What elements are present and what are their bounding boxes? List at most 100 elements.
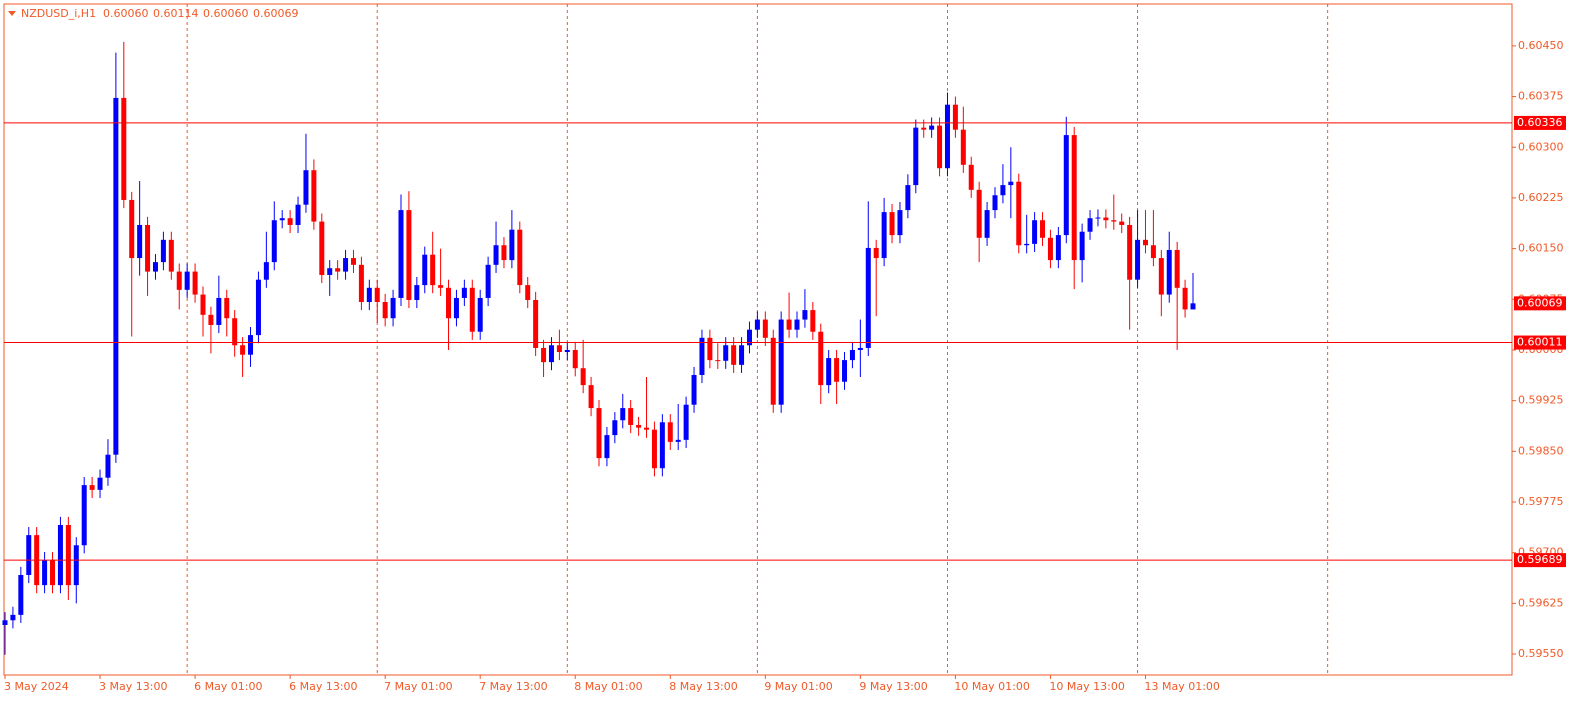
y-tick-label: 0.59850 (1518, 444, 1564, 457)
x-tick-label: 7 May 01:00 (384, 680, 452, 693)
plot-frame (3, 3, 1513, 676)
header-value: 0.60060 (203, 7, 249, 20)
price-label: 0.60336 (1517, 116, 1563, 129)
candle-body (1150, 245, 1156, 259)
candle-body (707, 337, 713, 361)
candle-body (374, 287, 380, 302)
candle-body (723, 345, 729, 361)
candle-body (659, 422, 665, 469)
candle-body (430, 254, 436, 286)
candle-body (446, 287, 452, 319)
price-label-box (1514, 553, 1566, 568)
price-label-box (1514, 115, 1566, 130)
x-tick-label: 6 May 13:00 (289, 680, 357, 693)
candle-body (1000, 185, 1006, 196)
candle-body (636, 424, 642, 428)
candle-body (129, 199, 135, 259)
candle-body (271, 220, 277, 263)
candle-body (548, 345, 554, 363)
candle-body (327, 268, 333, 275)
y-tick-label: 0.59625 (1518, 596, 1564, 609)
x-tick-label: 8 May 13:00 (669, 680, 737, 693)
candle-body (960, 129, 966, 165)
candle-body (216, 297, 222, 325)
candle-body (406, 210, 412, 300)
candle-body (224, 297, 230, 319)
candle-body (533, 299, 539, 348)
candle-body (944, 104, 950, 169)
y-tick-label: 0.60375 (1518, 90, 1564, 103)
candle-body (1071, 135, 1077, 261)
candle-body (517, 229, 523, 286)
candle-body (754, 319, 760, 330)
candle-body (596, 408, 602, 459)
candle-body (192, 271, 198, 295)
candle-body (937, 125, 943, 169)
candle-body (1087, 218, 1093, 232)
candle-body (453, 297, 459, 319)
candle-body (1174, 249, 1180, 288)
x-tick-label: 3 May 2024 (4, 680, 69, 693)
y-tick-label: 0.60300 (1518, 140, 1564, 153)
candle-body (715, 360, 721, 362)
candle-body (1127, 224, 1133, 280)
price-label-box (1514, 335, 1566, 350)
candle-body (620, 408, 626, 421)
candle-body (1190, 303, 1196, 310)
candle-body (240, 345, 246, 355)
y-tick-label: 0.60450 (1518, 39, 1564, 52)
candle-body (319, 221, 325, 275)
candle-body (1111, 220, 1117, 222)
candle-body (57, 524, 63, 586)
candle-body (604, 435, 610, 459)
price-label: 0.59689 (1517, 553, 1563, 566)
candle-body (1063, 135, 1069, 236)
header-value: 0.60069 (253, 7, 299, 20)
candle-body (667, 422, 673, 442)
price-label: 0.60011 (1517, 336, 1563, 349)
header-value: 0.60114 (153, 7, 199, 20)
candle-body (501, 245, 507, 261)
x-tick-label: 10 May 01:00 (954, 680, 1029, 693)
candle-body (691, 374, 697, 405)
candle-body (1024, 243, 1030, 246)
candle-body (731, 345, 737, 365)
candle-body (287, 218, 293, 225)
candle-body (477, 297, 483, 332)
candle-body (810, 310, 816, 332)
x-tick-label: 9 May 13:00 (859, 680, 927, 693)
y-tick-label: 0.60150 (1518, 242, 1564, 255)
symbol-label: NZDUSD_i,H1 (21, 7, 96, 20)
candle-body (26, 535, 32, 575)
candle-body (873, 247, 879, 259)
header-arrow (8, 11, 16, 16)
candle-body (739, 345, 745, 365)
candle-body (881, 212, 887, 259)
candle-body (311, 170, 317, 222)
candle-body (255, 279, 261, 336)
candle-body (778, 319, 784, 405)
y-tick-label: 0.59925 (1518, 394, 1564, 407)
candle-body (2, 620, 8, 625)
candle-body (335, 268, 341, 272)
candle-body (786, 319, 792, 330)
x-tick-label: 8 May 01:00 (574, 680, 642, 693)
candle-body (263, 262, 269, 280)
candle-body (145, 224, 151, 272)
candle-body (1103, 217, 1109, 221)
y-tick-label: 0.59550 (1518, 647, 1564, 660)
candle-body (802, 310, 808, 320)
candle-body (382, 301, 388, 319)
candle-body (556, 345, 562, 353)
candle-body (485, 264, 491, 298)
candle-body (65, 524, 71, 586)
candle-body (152, 262, 158, 272)
candle-body (818, 331, 824, 386)
y-tick-label: 0.60225 (1518, 191, 1564, 204)
candle-body (849, 349, 855, 361)
candle-body (1158, 258, 1164, 295)
candle-body (176, 271, 182, 290)
